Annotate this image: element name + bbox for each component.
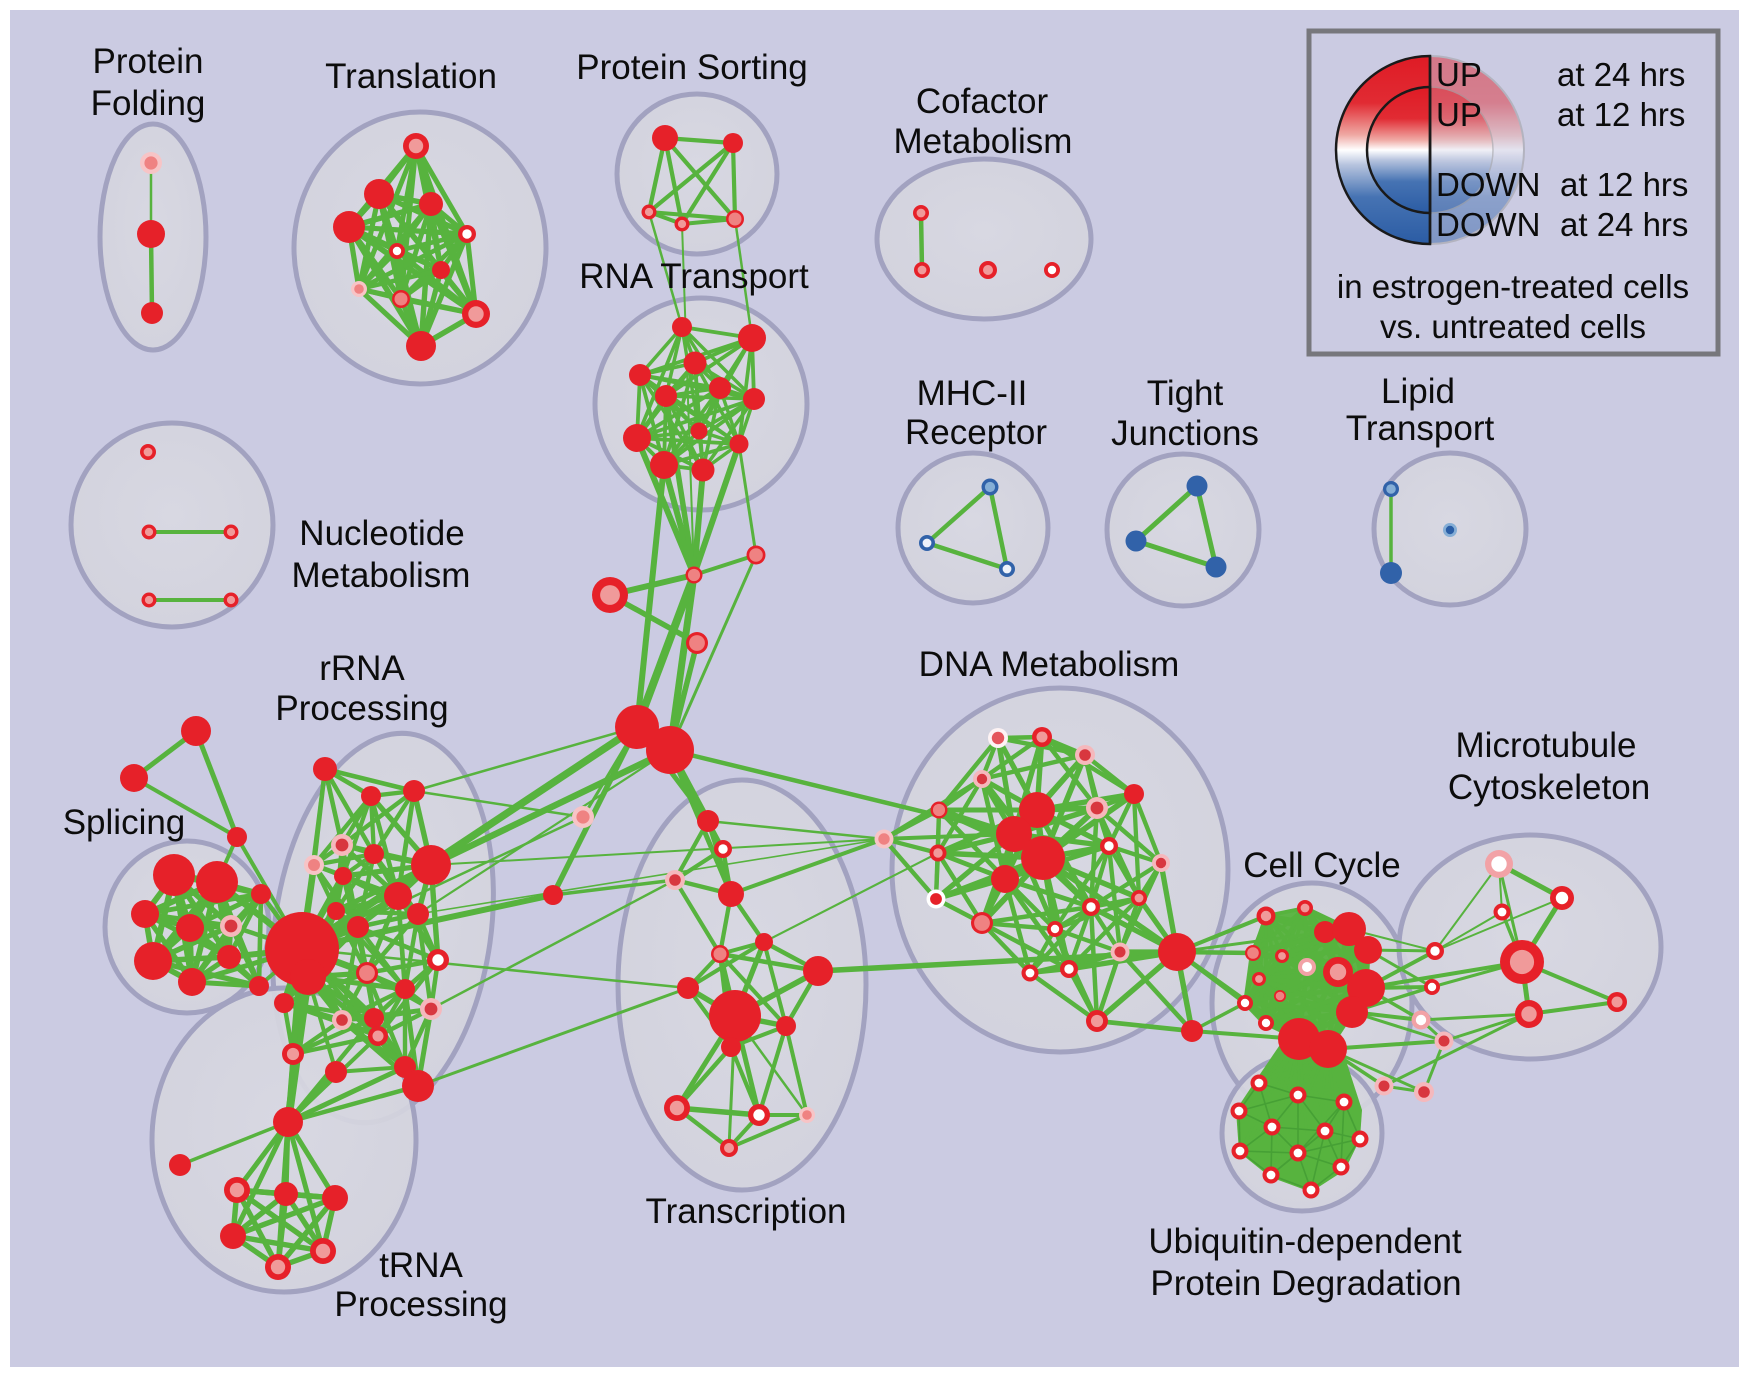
svg-text:at 24 hrs: at 24 hrs — [1557, 56, 1685, 93]
svg-text:Folding: Folding — [91, 84, 206, 123]
svg-text:at 12 hrs: at 12 hrs — [1560, 166, 1688, 203]
svg-text:Cofactor: Cofactor — [916, 82, 1049, 121]
svg-text:Cell Cycle: Cell Cycle — [1243, 846, 1401, 885]
svg-text:Protein Degradation: Protein Degradation — [1150, 1264, 1461, 1303]
svg-text:Receptor: Receptor — [905, 413, 1047, 452]
svg-text:UP: UP — [1436, 96, 1482, 133]
svg-text:at 24 hrs: at 24 hrs — [1560, 206, 1688, 243]
svg-text:Metabolism: Metabolism — [292, 556, 471, 595]
svg-text:Protein: Protein — [93, 42, 204, 81]
svg-text:UP: UP — [1436, 56, 1482, 93]
svg-text:DOWN: DOWN — [1436, 206, 1540, 243]
svg-text:DOWN: DOWN — [1436, 166, 1540, 203]
svg-text:vs. untreated cells: vs. untreated cells — [1380, 308, 1646, 345]
svg-text:Transcription: Transcription — [646, 1192, 847, 1231]
svg-text:Splicing: Splicing — [63, 803, 186, 842]
svg-text:DNA Metabolism: DNA Metabolism — [919, 645, 1180, 684]
svg-text:Transport: Transport — [1346, 409, 1495, 448]
svg-text:Junctions: Junctions — [1111, 414, 1259, 453]
svg-text:Nucleotide: Nucleotide — [299, 514, 464, 553]
svg-text:Microtubule: Microtubule — [1456, 726, 1637, 765]
svg-text:Processing: Processing — [334, 1285, 507, 1324]
svg-text:Ubiquitin-dependent: Ubiquitin-dependent — [1148, 1222, 1462, 1261]
svg-text:in estrogen-treated cells: in estrogen-treated cells — [1337, 268, 1689, 305]
svg-text:Protein Sorting: Protein Sorting — [576, 48, 808, 87]
svg-text:Cytoskeleton: Cytoskeleton — [1448, 768, 1650, 807]
svg-text:MHC-II: MHC-II — [917, 374, 1028, 413]
svg-text:Tight: Tight — [1147, 374, 1224, 413]
svg-text:Lipid: Lipid — [1381, 372, 1455, 411]
svg-text:tRNA: tRNA — [379, 1246, 463, 1285]
svg-text:rRNA: rRNA — [319, 649, 405, 688]
svg-text:Translation: Translation — [325, 57, 497, 96]
svg-text:Metabolism: Metabolism — [894, 122, 1073, 161]
svg-text:RNA Transport: RNA Transport — [579, 257, 809, 296]
svg-text:Processing: Processing — [275, 689, 448, 728]
svg-text:at 12 hrs: at 12 hrs — [1557, 96, 1685, 133]
